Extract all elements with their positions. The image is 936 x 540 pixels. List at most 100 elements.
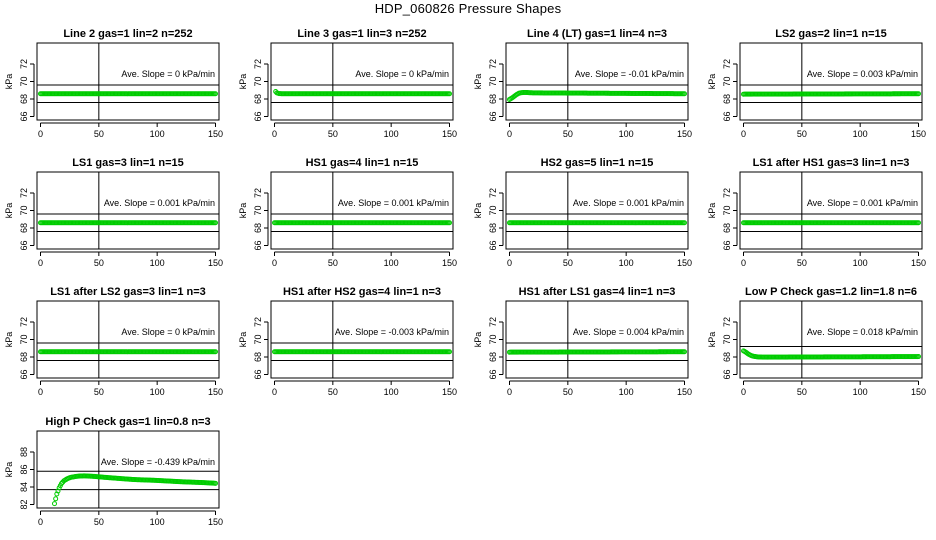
slope-annotation: Ave. Slope = -0.439 kPa/min <box>101 457 215 467</box>
y-axis-label: kPa <box>238 203 248 219</box>
y-tick-label: 66 <box>253 111 263 121</box>
data-series <box>507 349 687 355</box>
y-axis-label: kPa <box>473 74 483 90</box>
y-tick-label: 66 <box>253 240 263 250</box>
y-tick-label: 66 <box>722 369 732 379</box>
chart-panel-13: High P Check gas=1 lin=0.8 n=3 0 50 100 150 8… <box>4 416 223 527</box>
y-tick-label: 72 <box>19 59 29 69</box>
x-tick-label: 50 <box>563 258 573 268</box>
plot-frame <box>739 171 923 250</box>
x-tick-label: 150 <box>911 258 926 268</box>
data-point <box>682 349 687 355</box>
chart-title: High P Check gas=1 lin=0.8 n=3 <box>45 416 210 428</box>
y-axis-label: kPa <box>473 203 483 219</box>
x-tick-label: 0 <box>507 129 512 139</box>
y-tick-label: 72 <box>722 188 732 198</box>
x-tick-label: 150 <box>208 517 223 527</box>
data-point <box>55 488 61 494</box>
y-tick-label: 72 <box>253 59 263 69</box>
y-axis-label: kPa <box>707 74 717 90</box>
chart-title: LS1 gas=3 lin=1 n=15 <box>72 157 184 169</box>
y-tick-label: 70 <box>19 76 29 86</box>
x-tick-label: 100 <box>150 517 165 527</box>
data-point <box>54 491 60 497</box>
y-tick-label: 68 <box>19 352 29 362</box>
y-tick-label: 66 <box>19 111 29 121</box>
x-tick-label: 100 <box>150 258 165 268</box>
y-tick-label: 72 <box>19 188 29 198</box>
data-point <box>213 91 218 97</box>
y-tick-label: 72 <box>488 317 498 327</box>
x-tick-label: 150 <box>911 387 926 397</box>
x-tick-label: 100 <box>150 129 165 139</box>
x-tick-label: 50 <box>328 129 338 139</box>
chart-panel-3: Line 4 (LT) gas=1 lin=4 n=3 0 50 100 150 66 68… <box>473 28 692 139</box>
y-tick-label: 70 <box>488 205 498 215</box>
chart-title: Line 2 gas=1 lin=2 n=252 <box>63 28 192 40</box>
slope-annotation: Ave. Slope = 0 kPa/min <box>121 69 215 79</box>
chart-title: HS2 gas=5 lin=1 n=15 <box>541 157 654 169</box>
x-tick-label: 100 <box>150 387 165 397</box>
data-point <box>682 220 687 226</box>
data-point <box>447 91 452 97</box>
chart-panel-12: Low P Check gas=1.2 lin=1.8 n=6 0 50 100 150… <box>707 286 926 397</box>
chart-panel-11: HS1 after LS1 gas=4 lin=1 n=3 0 50 100 150 66… <box>473 286 692 397</box>
x-tick-label: 0 <box>741 258 746 268</box>
plot-frame <box>739 300 923 379</box>
plot-frame <box>36 42 220 121</box>
slope-annotation: Ave. Slope = 0.004 kPa/min <box>573 327 684 337</box>
y-tick-label: 70 <box>488 334 498 344</box>
plot-frame <box>270 300 454 379</box>
x-tick-label: 100 <box>853 129 868 139</box>
x-tick-label: 0 <box>741 129 746 139</box>
y-tick-label: 72 <box>722 59 732 69</box>
chart-panel-7: HS2 gas=5 lin=1 n=15 0 50 100 150 66 68 70 72 kPa… <box>473 157 692 268</box>
chart-title: LS1 after HS1 gas=3 lin=1 n=3 <box>753 157 910 169</box>
chart-panel-10: HS1 after HS2 gas=4 lin=1 n=3 0 50 100 150 66… <box>238 286 457 397</box>
plot-frame <box>36 300 220 379</box>
y-tick-label: 88 <box>19 447 29 457</box>
slope-annotation: Ave. Slope = 0.018 kPa/min <box>807 327 918 337</box>
x-tick-label: 100 <box>384 258 399 268</box>
x-tick-label: 0 <box>507 387 512 397</box>
chart-panel-1: Line 2 gas=1 lin=2 n=252 0 50 100 150 66 68 70 7… <box>4 28 223 139</box>
slope-annotation: Ave. Slope = 0 kPa/min <box>121 327 215 337</box>
y-axis-label: kPa <box>707 203 717 219</box>
chart-panel-9: LS1 after LS2 gas=3 lin=1 n=3 0 50 100 150 66… <box>4 286 223 397</box>
x-tick-label: 150 <box>442 258 457 268</box>
plot-frame <box>36 430 220 509</box>
y-tick-label: 68 <box>488 352 498 362</box>
chart-panel-8: LS1 after HS1 gas=3 lin=1 n=3 0 50 100 150 66… <box>707 157 926 268</box>
x-tick-label: 50 <box>797 129 807 139</box>
x-tick-label: 100 <box>384 129 399 139</box>
y-tick-label: 72 <box>488 59 498 69</box>
slope-annotation: Ave. Slope = -0.003 kPa/min <box>335 327 449 337</box>
slope-annotation: Ave. Slope = 0.001 kPa/min <box>807 198 918 208</box>
plot-frame <box>505 171 689 250</box>
x-tick-label: 150 <box>442 129 457 139</box>
x-tick-label: 100 <box>853 258 868 268</box>
data-series <box>52 473 218 507</box>
x-tick-label: 0 <box>272 258 277 268</box>
data-point <box>447 220 452 226</box>
x-tick-label: 150 <box>442 387 457 397</box>
data-point <box>916 220 921 226</box>
y-tick-label: 82 <box>19 499 29 509</box>
y-tick-label: 70 <box>19 334 29 344</box>
x-tick-label: 50 <box>797 387 807 397</box>
x-tick-label: 100 <box>619 129 634 139</box>
y-tick-label: 68 <box>488 94 498 104</box>
y-tick-label: 68 <box>253 352 263 362</box>
plot-frame <box>505 300 689 379</box>
chart-panel-5: LS1 gas=3 lin=1 n=15 0 50 100 150 66 68 70 72 kPa… <box>4 157 223 268</box>
slope-annotation: Ave. Slope = 0.001 kPa/min <box>104 198 215 208</box>
chart-title: Low P Check gas=1.2 lin=1.8 n=6 <box>745 286 917 298</box>
data-point <box>213 220 218 226</box>
y-tick-label: 66 <box>722 240 732 250</box>
plot-frame <box>739 42 923 121</box>
x-tick-label: 50 <box>563 129 573 139</box>
chart-title: Line 4 (LT) gas=1 lin=4 n=3 <box>527 28 667 40</box>
y-tick-label: 70 <box>19 205 29 215</box>
y-tick-label: 72 <box>19 317 29 327</box>
